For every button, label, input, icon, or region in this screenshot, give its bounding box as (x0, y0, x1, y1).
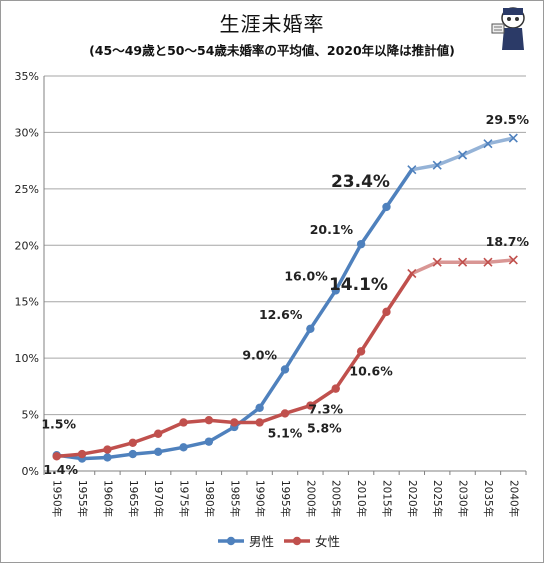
data-label: 10.6% (349, 363, 393, 378)
x-tick-label: 1980年 (203, 480, 216, 517)
y-tick-label: 10% (15, 352, 39, 365)
legend-swatch-marker (226, 536, 236, 546)
data-point (331, 286, 340, 295)
data-label: 5.8% (307, 421, 342, 436)
data-point-estimate (407, 268, 417, 279)
data-label: 9.0% (242, 347, 277, 362)
x-tick-label: 2000年 (304, 480, 317, 517)
y-tick-label: 25% (15, 183, 39, 196)
data-point (356, 347, 366, 356)
data-point (255, 403, 264, 412)
data-point (128, 438, 137, 447)
data-point (204, 437, 214, 446)
data-label: 23.4% (331, 172, 390, 192)
data-point (306, 401, 315, 410)
x-tick-label: 2035年 (482, 480, 495, 517)
data-point (179, 418, 188, 427)
data-label: 20.1% (310, 222, 354, 237)
series-line-male (56, 168, 414, 461)
x-tick-label: 1970年 (152, 480, 165, 517)
y-tick-label: 30% (15, 126, 39, 139)
data-point (230, 418, 239, 427)
legend-label: 女性 (315, 534, 340, 549)
data-point-estimate (508, 255, 518, 265)
x-tick-label: 1965年 (127, 480, 140, 517)
x-tick-label: 1960年 (101, 480, 114, 517)
chart-title: 生涯未婚率 (219, 12, 325, 36)
x-tick-label: 2020年 (406, 480, 419, 517)
data-point (356, 239, 366, 249)
x-tick-label: 2030年 (457, 480, 470, 517)
data-point-estimate (432, 160, 442, 170)
data-point (306, 324, 315, 333)
data-point (179, 443, 188, 452)
data-point (280, 409, 290, 418)
data-label: 1.4% (43, 462, 78, 477)
data-point-estimate (483, 257, 493, 267)
x-tick-label: 1995年 (279, 480, 292, 517)
x-tick-label: 1990年 (254, 480, 267, 517)
chart-subtitle: (45～49歳と50～54歳未婚率の平均値、2020年以降は推計値) (89, 43, 455, 58)
x-tick-label: 2010年 (355, 480, 368, 517)
data-point (331, 384, 340, 393)
data-label: 1.5% (41, 416, 76, 431)
data-point (52, 452, 61, 461)
y-tick-label: 20% (15, 239, 39, 252)
data-label: 16.0% (284, 268, 328, 283)
x-tick-label: 2025年 (431, 480, 444, 517)
data-point (382, 307, 391, 317)
data-point (280, 365, 290, 374)
data-point-estimate (407, 165, 417, 175)
x-tick-label: 2015年 (380, 480, 393, 517)
data-point-estimate (432, 257, 442, 267)
data-point (128, 449, 137, 459)
data-point (103, 453, 112, 462)
data-point (204, 416, 214, 425)
data-label: 12.6% (259, 307, 303, 322)
data-point (77, 449, 87, 459)
data-point (103, 445, 112, 454)
data-point-estimate (508, 133, 518, 143)
mascot-logo-icon (491, 7, 525, 50)
data-label: 14.1% (329, 275, 388, 295)
data-label: 5.1% (268, 425, 303, 440)
y-tick-label: 5% (22, 409, 39, 422)
data-point (382, 202, 391, 212)
data-point-estimate (483, 139, 493, 149)
legend-swatch-marker (292, 536, 302, 546)
data-label: 7.3% (308, 402, 343, 417)
x-tick-label: 1975年 (178, 480, 191, 517)
data-label: 18.7% (486, 234, 530, 249)
y-tick-label: 35% (15, 70, 39, 83)
data-point (153, 429, 163, 438)
data-point-estimate (458, 257, 468, 267)
data-point-estimate (458, 150, 468, 160)
data-label: 29.5% (486, 112, 530, 127)
data-point (153, 447, 163, 457)
x-tick-label: 1950年 (51, 480, 64, 517)
data-point (255, 418, 264, 427)
legend-label: 男性 (249, 534, 274, 549)
y-tick-label: 15% (15, 296, 39, 309)
x-tick-label: 1985年 (228, 480, 241, 517)
x-tick-label: 2040年 (507, 480, 520, 517)
y-tick-label: 0% (22, 465, 39, 478)
x-tick-label: 2005年 (330, 480, 343, 517)
x-tick-label: 1955年 (76, 480, 89, 517)
